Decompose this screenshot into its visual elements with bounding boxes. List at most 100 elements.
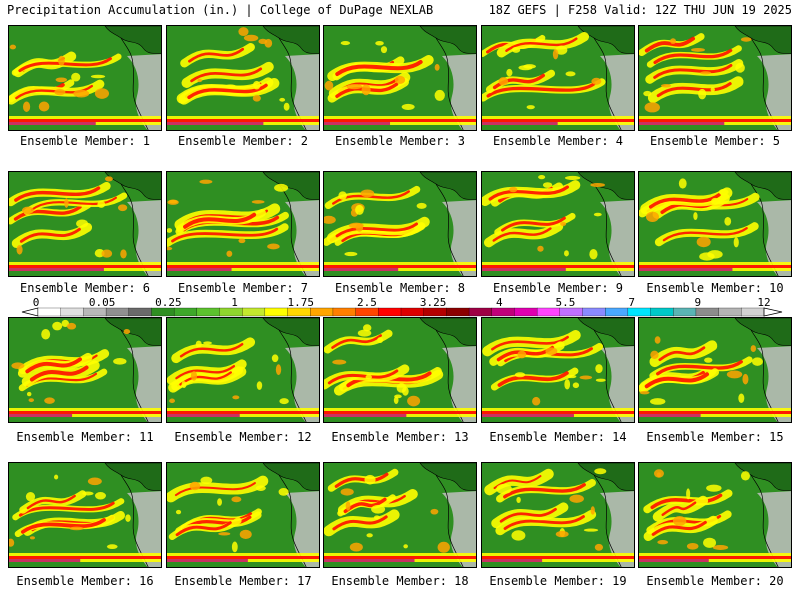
- land-outline: [734, 172, 791, 200]
- heavy-precip-core: [332, 515, 388, 531]
- precip-cell: [686, 488, 691, 500]
- precip-cell: [660, 84, 672, 88]
- precip-cell: [691, 47, 706, 52]
- heavy-precip-core: [334, 472, 389, 488]
- precip-map: [167, 26, 319, 130]
- heavy-precip-core: [20, 518, 106, 534]
- precip-cell: [113, 358, 127, 365]
- itcz-heavy: [167, 414, 240, 417]
- precip-cell: [239, 529, 252, 540]
- itcz-core: [482, 411, 634, 414]
- colorbar-swatch: [514, 307, 538, 317]
- itcz-heavy: [482, 414, 574, 417]
- land-outline: [104, 26, 161, 54]
- precip-map: [9, 26, 161, 130]
- precip-cell: [345, 501, 351, 511]
- precip-cell: [564, 379, 571, 390]
- heavy-precip-core: [653, 48, 733, 65]
- heavy-precip-core: [493, 475, 542, 490]
- dry-region: [285, 491, 319, 567]
- precip-cell: [255, 485, 266, 491]
- precip-cell: [654, 336, 661, 344]
- precip-cell: [238, 27, 249, 36]
- precip-cell: [355, 204, 364, 215]
- precip-cell: [645, 211, 660, 223]
- land-outline: [734, 318, 791, 346]
- land-outline: [104, 463, 161, 491]
- land-outline: [577, 172, 634, 200]
- precip-cell: [181, 381, 187, 389]
- colorbar-tick-label: 4: [496, 296, 503, 309]
- precip-cell: [123, 329, 131, 335]
- precip-map: [324, 318, 476, 422]
- ensemble-member-label: Ensemble Member: 3: [334, 134, 466, 148]
- heavy-precip-core: [486, 82, 596, 98]
- colorbar-swatch: [582, 307, 606, 317]
- land-outline: [104, 172, 161, 200]
- precip-cell: [21, 206, 34, 215]
- precip-cell: [738, 393, 745, 403]
- ensemble-panel: [323, 462, 477, 568]
- precip-cell: [71, 72, 81, 82]
- precip-cell: [106, 544, 118, 550]
- itcz-heavy: [9, 559, 81, 562]
- land-outline: [262, 463, 319, 491]
- precip-cell: [58, 55, 65, 66]
- precip-cell: [496, 483, 512, 495]
- precip-cell: [566, 374, 577, 379]
- ensemble-panel: [638, 25, 792, 131]
- heavy-precip-core: [14, 186, 101, 202]
- precip-cell: [94, 492, 106, 500]
- precip-map: [324, 463, 476, 567]
- precip-cell: [125, 514, 131, 522]
- land-outline: [734, 463, 791, 491]
- colorbar-swatch: [468, 307, 493, 317]
- precip-cell: [200, 476, 213, 485]
- precip-cell: [22, 101, 31, 112]
- precip-cell: [232, 395, 240, 400]
- precip-cell: [41, 328, 51, 340]
- ensemble-member-label: Ensemble Member: 12: [174, 430, 312, 444]
- precip-map: [482, 463, 634, 567]
- heavy-precip-core: [26, 494, 76, 510]
- heavy-precip-core: [492, 227, 552, 242]
- ensemble-panel: [481, 171, 635, 277]
- ensemble-panel: [323, 171, 477, 277]
- precip-cell: [434, 64, 440, 71]
- itcz-heavy: [639, 268, 733, 271]
- precip-cell: [644, 102, 660, 113]
- precip-cell: [545, 347, 558, 355]
- precip-cell: [740, 471, 750, 481]
- precip-cell: [686, 542, 699, 550]
- itcz-core: [639, 119, 791, 122]
- precip-cell: [650, 350, 659, 359]
- precip-cell: [16, 244, 23, 255]
- colorbar-swatch: [695, 307, 720, 317]
- ensemble-member-label: Ensemble Member: 15: [646, 430, 784, 444]
- ensemble-member-label: Ensemble Member: 20: [646, 574, 784, 588]
- colorbar-swatch: [151, 307, 175, 317]
- precip-cell: [349, 542, 363, 552]
- itcz-heavy: [324, 122, 391, 125]
- ensemble-member-label: Ensemble Member: 13: [331, 430, 469, 444]
- precip-map: [482, 172, 634, 276]
- heavy-precip-core: [662, 227, 748, 242]
- dry-region: [600, 54, 634, 130]
- dry-region: [600, 491, 634, 567]
- heavy-precip-core: [187, 83, 268, 100]
- colorbar-tick-label: 12: [757, 296, 770, 309]
- precip-cell: [511, 530, 526, 541]
- ensemble-panel: [8, 25, 162, 131]
- precip-cell: [552, 49, 559, 60]
- precipitation-color-scale: 0 0.05 0.25 1 1.75 2.5 3.25 4 5.5 7 9 12: [21, 296, 783, 317]
- precip-cell: [117, 204, 128, 212]
- precip-cell: [542, 182, 553, 188]
- dry-region: [442, 54, 476, 130]
- precip-cell: [407, 395, 421, 407]
- dry-region: [285, 54, 319, 130]
- precip-cell: [256, 381, 263, 390]
- itcz-core: [324, 265, 476, 268]
- ensemble-member-label: Ensemble Member: 19: [489, 574, 627, 588]
- precip-cell: [195, 340, 202, 348]
- precip-cell: [340, 41, 351, 46]
